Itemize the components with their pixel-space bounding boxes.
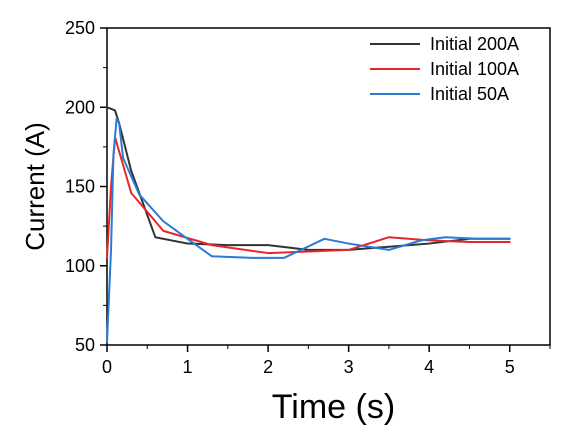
- series-line-initial-200a: [106, 106, 511, 251]
- axes: 0 1 2 3 4 5 50 100 150 200 250: [65, 18, 551, 377]
- y-tick-label: 50: [75, 335, 95, 355]
- x-tick-label: 0: [102, 357, 112, 377]
- x-tick-label: 2: [263, 357, 273, 377]
- series-line-initial-50a: [106, 117, 511, 343]
- x-tick-label: 4: [424, 357, 434, 377]
- series-lines: [106, 106, 511, 343]
- y-tick-label: 250: [65, 18, 95, 38]
- x-tick-label: 1: [183, 357, 193, 377]
- x-tick-label: 5: [505, 357, 515, 377]
- legend-label-initial-50a: Initial 50A: [430, 84, 509, 104]
- y-tick-label: 100: [65, 256, 95, 276]
- y-axis-title: Current (A): [20, 122, 50, 251]
- y-tick-label: 200: [65, 97, 95, 117]
- legend: Initial 200A Initial 100A Initial 50A: [370, 34, 519, 104]
- y-tick-label: 150: [65, 177, 95, 197]
- x-tick-label: 3: [344, 357, 354, 377]
- x-axis-title: Time (s): [272, 388, 395, 426]
- legend-label-initial-100a: Initial 100A: [430, 59, 519, 79]
- legend-label-initial-200a: Initial 200A: [430, 34, 519, 54]
